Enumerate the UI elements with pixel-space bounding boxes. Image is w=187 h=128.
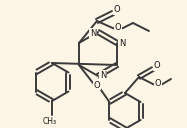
Text: N: N xyxy=(100,71,106,79)
Text: O: O xyxy=(154,61,160,71)
Text: O: O xyxy=(155,79,161,88)
Text: N: N xyxy=(119,40,125,49)
Text: CH₃: CH₃ xyxy=(43,116,57,125)
Text: O: O xyxy=(94,81,100,89)
Text: O: O xyxy=(114,6,120,14)
Text: N: N xyxy=(90,29,96,38)
Text: O: O xyxy=(115,23,121,31)
